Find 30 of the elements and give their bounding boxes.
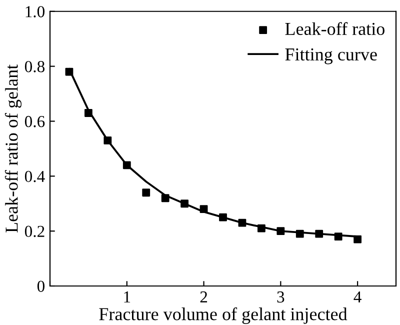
x-tick-label: 2 <box>200 291 208 302</box>
point <box>276 227 285 236</box>
point <box>104 136 112 144</box>
point <box>219 213 227 222</box>
point <box>296 230 304 238</box>
point <box>142 188 150 197</box>
y-tick-label: 0.4 <box>24 170 45 182</box>
y-tick-label: 0.2 <box>24 226 44 238</box>
point <box>238 218 246 227</box>
point <box>180 200 189 208</box>
point <box>65 68 74 76</box>
point <box>122 161 131 170</box>
x-axis-title: Fracture volume of gelant injected <box>99 307 348 324</box>
legend-label: Fitting curve <box>285 48 377 64</box>
y-tick-label: 0 <box>37 280 45 292</box>
point <box>354 235 362 244</box>
point <box>84 109 92 117</box>
y-axis-title: Leak-off ratio of gelant <box>4 64 22 232</box>
y-tick-label: 0.6 <box>24 116 45 128</box>
x-tick-label: 1 <box>124 291 130 302</box>
legend-label: Leak-off ratio <box>285 22 384 36</box>
point <box>315 230 324 238</box>
point <box>334 232 342 241</box>
point <box>257 224 266 232</box>
point <box>161 194 170 202</box>
y-tick-label: 1.0 <box>26 6 45 18</box>
y-tick-label: 0.8 <box>24 61 45 72</box>
x-tick-label: 3 <box>277 291 284 303</box>
x-tick-label: 4 <box>354 291 362 302</box>
point <box>200 205 208 214</box>
